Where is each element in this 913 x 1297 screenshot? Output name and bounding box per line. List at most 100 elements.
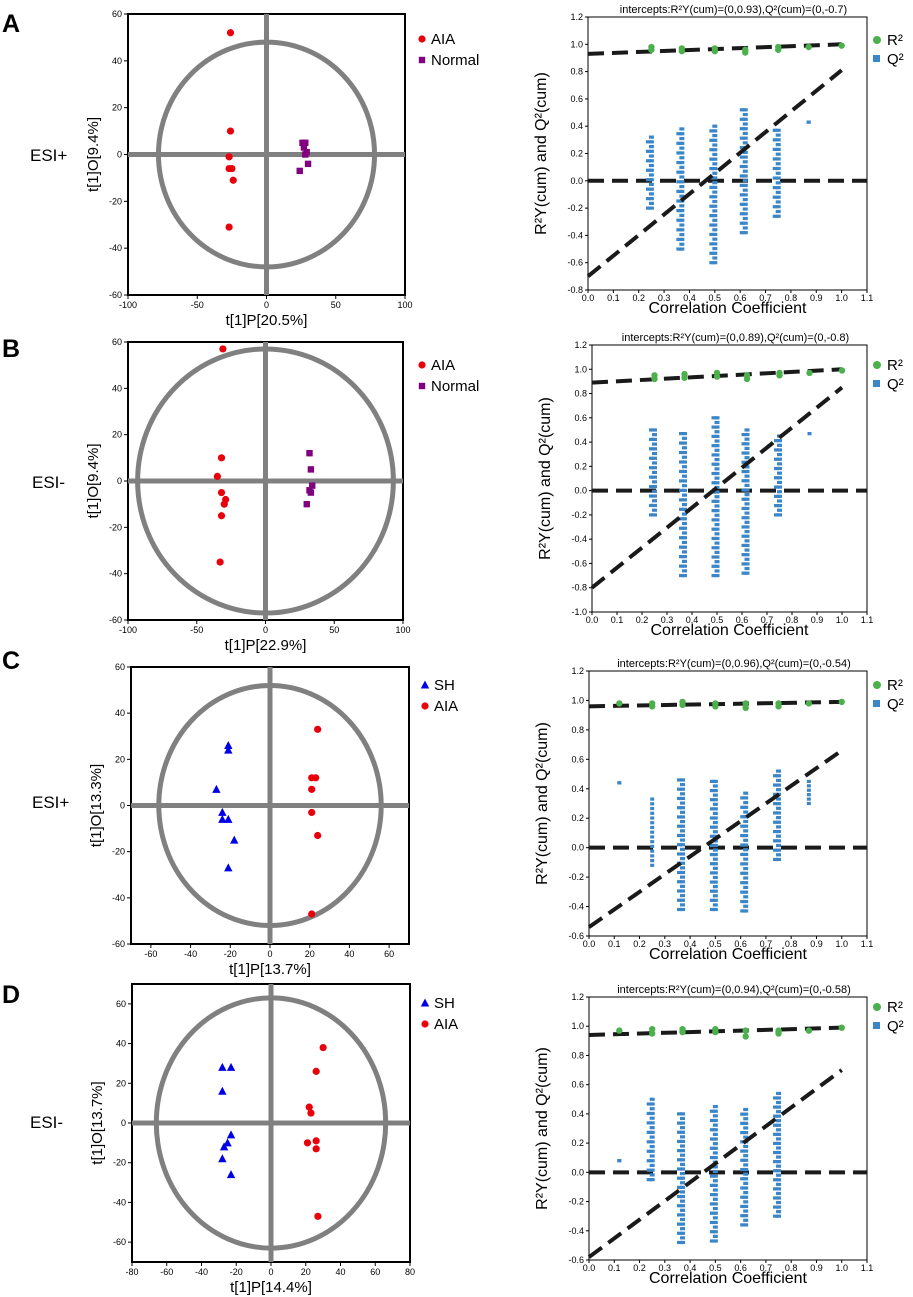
y-tick-label: -0.4 (568, 902, 584, 912)
q2-point (652, 499, 657, 503)
q2-point (741, 451, 747, 455)
ionization-mode-label: ESI+ (30, 146, 67, 165)
permutation-plot-A: intercepts:R²Y(cum)=(0,0.93),Q²(cum)=(0,… (533, 4, 904, 317)
q2-point (676, 180, 682, 184)
q2-point (777, 462, 782, 466)
q2-point (676, 132, 682, 136)
q2-point (775, 200, 781, 204)
r2-point (651, 372, 658, 379)
q2-point (741, 460, 747, 464)
q2-point (645, 159, 651, 163)
legend-marker-q2 (873, 380, 880, 387)
q2-point (776, 1141, 782, 1146)
q2-point (743, 1144, 749, 1149)
q2-point (712, 1174, 718, 1178)
q2-point (680, 1167, 686, 1171)
x-tick-label: 0.4 (686, 615, 699, 625)
q2-point (650, 802, 655, 806)
q2-point (775, 190, 781, 195)
q2-point (712, 242, 718, 246)
q2-point (709, 825, 715, 829)
data-point-aia (319, 1043, 327, 1052)
q2-point (743, 1167, 749, 1172)
q2-point (711, 453, 717, 457)
q2-point (680, 1190, 686, 1194)
q2-point (772, 166, 778, 171)
q2-point (776, 825, 782, 829)
q2-point (714, 573, 720, 578)
q2-point (774, 504, 779, 508)
q2-point (649, 1154, 655, 1158)
q2-point (777, 471, 782, 475)
q2-point (709, 166, 715, 171)
q2-point (650, 854, 655, 858)
q2-point (650, 821, 655, 825)
x-tick-label: 0.6 (734, 293, 747, 303)
q2-point (680, 815, 686, 819)
q2-point (650, 825, 655, 830)
q2-point (682, 436, 687, 440)
score-plot-C: -60 -40 -20 0 20 40 60 -60 -40 -20 0 20 40 60 t[1]P[13… (2, 647, 458, 978)
q2-point (743, 815, 749, 819)
data-point-aia (308, 774, 316, 782)
legend-label-normal: Normal (431, 52, 479, 69)
q2-point (742, 226, 748, 230)
q2-point (682, 446, 687, 450)
q2-point (679, 218, 685, 222)
x-tick-label: 0.3 (661, 615, 674, 625)
q2-point (680, 1213, 686, 1217)
q2-point (740, 1177, 746, 1181)
data-point-aia (308, 785, 316, 793)
q2-point (677, 815, 683, 819)
q2-point (742, 174, 748, 178)
q2-point (714, 439, 720, 443)
q2-point (649, 1135, 655, 1139)
q2-point (714, 550, 720, 554)
q2-point (773, 1160, 779, 1164)
q2-point (777, 504, 782, 508)
data-point-sh (218, 1086, 227, 1095)
data-point-sh (226, 1170, 236, 1179)
q2-point (740, 1167, 746, 1172)
y-tick-label: 1.0 (571, 1021, 584, 1031)
q2-point (775, 152, 781, 156)
q2-point (682, 455, 687, 459)
q2-point (709, 195, 715, 199)
q2-point (740, 1186, 746, 1190)
q2-point (776, 802, 782, 806)
q2-point (712, 1132, 718, 1136)
q2-point (739, 155, 745, 159)
legend-label-q2: Q² (887, 696, 904, 713)
q2-point (772, 214, 778, 218)
q2-point (711, 555, 717, 559)
data-point-aia (217, 512, 226, 520)
x-axis-label: t[1]P[13.7%] (229, 961, 311, 978)
q2-point (740, 1204, 746, 1209)
q2-point (646, 1159, 652, 1163)
q2-point (714, 527, 720, 531)
q2-point (712, 1197, 718, 1201)
q2-point (677, 1139, 683, 1144)
q2-point (776, 1123, 782, 1127)
q2-point (777, 485, 782, 489)
y-tick-label: 0.6 (571, 1080, 584, 1090)
r2-point (806, 369, 813, 377)
permutation-plot-C: intercepts:R²Y(cum)=(0,0.96),Q²(cum)=(0,… (534, 658, 904, 963)
q2-point (677, 1222, 683, 1226)
q2-point (679, 136, 685, 141)
q2-point (712, 190, 718, 194)
q2-point (680, 1222, 686, 1226)
q2-point (680, 898, 686, 902)
hotelling-t2-ellipse (153, 995, 389, 1251)
q2-point (774, 457, 779, 461)
q2-point (677, 1204, 683, 1208)
q2-point (776, 783, 782, 787)
y-axis-label: R²Y(cum) and Q²(cum) (533, 72, 550, 235)
q2-point (679, 146, 685, 150)
q2-point (743, 885, 749, 890)
q2-point (648, 201, 654, 205)
data-point-aia (312, 1137, 320, 1145)
x-axis-label: t[1]P[22.9%] (225, 637, 307, 654)
q2-point (714, 430, 720, 434)
q2-point (743, 1117, 749, 1121)
